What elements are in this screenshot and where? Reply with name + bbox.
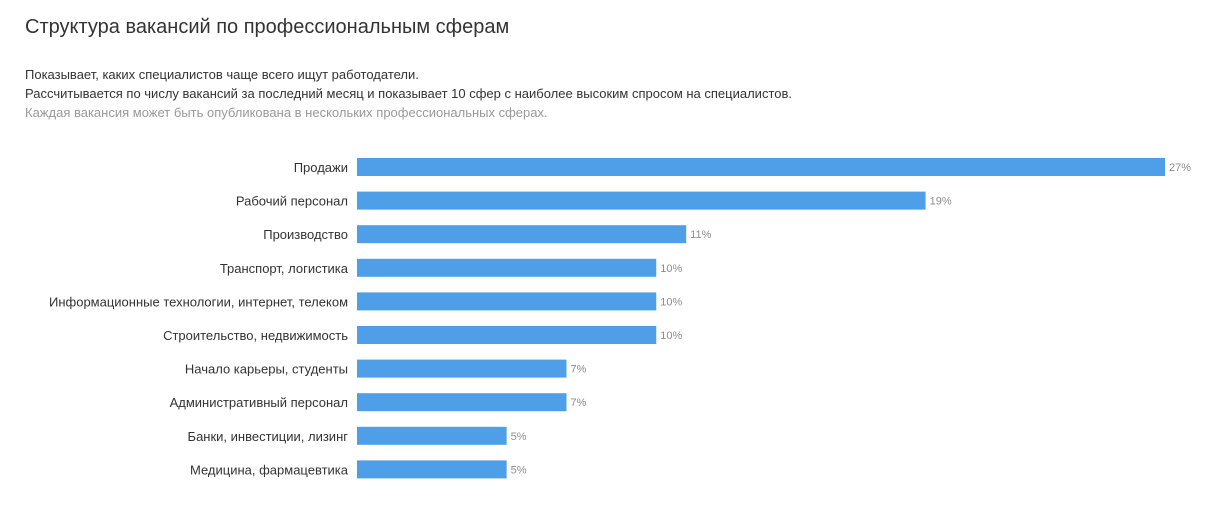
bar — [357, 191, 926, 210]
category-label: Рабочий персонал — [236, 194, 348, 209]
category-label: Административный персонал — [170, 395, 348, 410]
value-label: 5% — [511, 464, 527, 476]
bar — [357, 292, 657, 311]
bar — [357, 393, 567, 412]
value-label: 10% — [660, 296, 682, 308]
bar — [357, 326, 657, 344]
bar — [357, 225, 687, 244]
description-line-2: Рассчитывается по числу вакансий за посл… — [25, 86, 792, 101]
category-label: Производство — [263, 227, 348, 242]
value-label: 7% — [570, 397, 586, 409]
bar — [357, 158, 1165, 176]
value-label: 19% — [930, 196, 952, 208]
description-note: Каждая вакансия может быть опубликована … — [25, 105, 548, 120]
category-label: Информационные технологии, интернет, тел… — [49, 294, 348, 309]
bar — [357, 258, 657, 277]
value-label: 5% — [511, 431, 527, 443]
category-label: Строительство, недвижимость — [163, 328, 348, 343]
value-label: 7% — [570, 364, 586, 376]
category-label: Начало карьеры, студенты — [185, 362, 348, 377]
bar — [357, 426, 507, 445]
value-label: 11% — [690, 229, 711, 241]
page-title: Структура вакансий по профессиональным с… — [25, 16, 510, 38]
value-label: 27% — [1169, 162, 1191, 174]
value-label: 10% — [660, 330, 682, 342]
category-label: Медицина, фармацевтика — [190, 462, 349, 477]
value-label: 10% — [660, 263, 682, 275]
category-label: Транспорт, логистика — [220, 261, 349, 276]
category-label: Банки, инвестиции, лизинг — [188, 429, 349, 444]
bar — [357, 460, 507, 479]
description-line-1: Показывает, каких специалистов чаще всег… — [25, 67, 419, 82]
category-label: Продажи — [294, 160, 348, 175]
bar — [357, 359, 567, 378]
bar-chart: Продажи 27% Рабочий персонал 19% Производств… — [49, 158, 1191, 479]
